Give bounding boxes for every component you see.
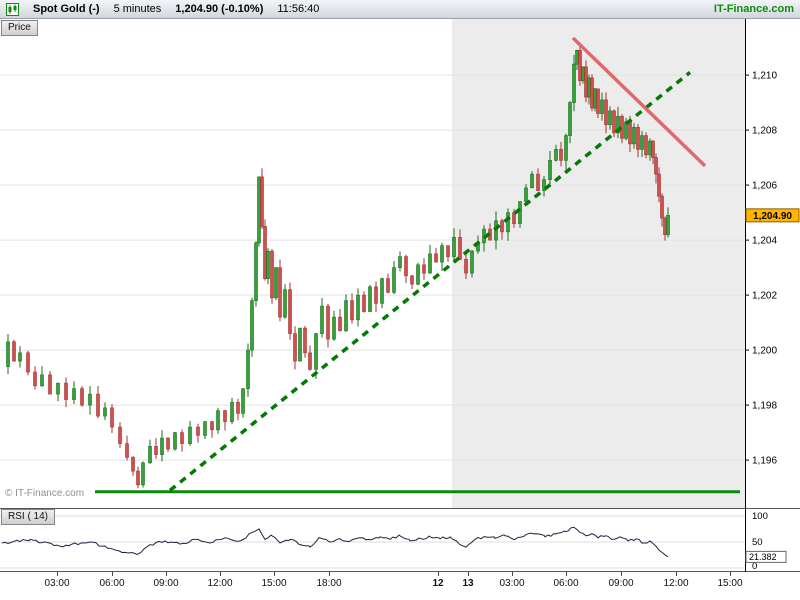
rsi-pane: 100 50 0 21.382 RSI ( 14) [0,508,800,572]
time-label: 18:00 [316,578,342,589]
svg-text:1,196: 1,196 [752,456,777,467]
time-tick [730,572,731,576]
time-label: 09:00 [608,578,634,589]
interval-label: 5 minutes [113,3,162,15]
time-label: 13 [462,578,474,589]
time-label: 12 [432,578,444,589]
price-pane: 1,210 1,208 1,206 1,204 1,202 1,200 1,198 1,196… [0,19,800,508]
svg-text:1,206: 1,206 [752,181,777,192]
time-label: 12:00 [207,578,233,589]
time-tick [566,572,567,576]
svg-text:100: 100 [752,511,768,522]
svg-text:1,204.90: 1,204.90 [753,211,792,222]
time-tick [676,572,677,576]
tab-rsi[interactable]: RSI ( 14) [1,509,56,525]
rsi-grid [0,515,745,569]
symbol-name: Spot Gold (-) [33,3,100,15]
svg-text:1,204: 1,204 [752,236,777,247]
rsi-axis[interactable]: 100 50 0 [752,511,768,572]
svg-text:1,198: 1,198 [752,401,777,412]
time-tick [468,572,469,576]
price-grid [0,74,745,461]
watermark: © IT-Finance.com [5,488,85,499]
tab-price[interactable]: Price [1,20,38,36]
time-tick [329,572,330,576]
time-label: 09:00 [153,578,179,589]
last-price-tag: 1,204.90 [745,208,800,223]
last-quote: 1,204.90 (-0.10%) [175,3,264,15]
rsi-chart[interactable]: 100 50 021.382 [0,508,800,572]
time-tick [621,572,622,576]
svg-text:1,208: 1,208 [752,126,777,137]
time-label: 06:00 [99,578,125,589]
svg-text:1,202: 1,202 [752,291,777,302]
down-trendline[interactable] [571,36,707,168]
price-chart[interactable]: 1,210 1,208 1,206 1,204 1,202 1,200 1,198 1,196… [0,19,800,508]
time-label: 12:00 [663,578,689,589]
svg-text:50: 50 [752,537,763,548]
time-tick [112,572,113,576]
time-tick [57,572,58,576]
time-axis[interactable]: 03:00 06:00 09:00 12:00 15:00 18:00 12 13 03:00 0… [0,572,800,600]
rsi-last-value-tag: 21.382 [745,550,787,563]
svg-text:1,200: 1,200 [752,346,777,357]
svg-text:21.382: 21.382 [749,552,777,562]
quote-time: 11:56:40 [277,3,320,15]
top-info-bar: Spot Gold (-) 5 minutes 1,204.90 (-0.10%… [0,0,800,19]
time-label: 15:00 [717,578,743,589]
svg-text:0: 0 [752,561,757,572]
time-tick [166,572,167,576]
time-tick [512,572,513,576]
time-label: 03:00 [499,578,525,589]
price-axis[interactable]: 1,210 1,208 1,206 1,204 1,202 1,200 1,198 1,196 [745,71,777,467]
time-label: 15:00 [261,578,287,589]
svg-text:1,210: 1,210 [752,71,777,82]
candles-layer [6,43,670,489]
candlestick-icon [6,2,19,16]
time-tick [220,572,221,576]
time-label: 03:00 [44,578,70,589]
time-label: 06:00 [553,578,579,589]
brand-link[interactable]: IT-Finance.com [713,3,794,15]
time-tick [274,572,275,576]
rsi-line [1,526,669,558]
time-tick [438,572,439,576]
